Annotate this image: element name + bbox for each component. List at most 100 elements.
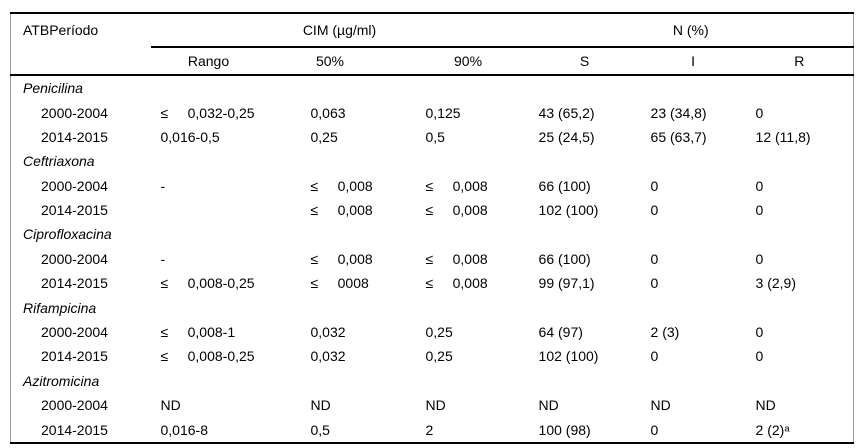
- cell-50pct: 0,25: [310, 128, 338, 145]
- data-row: 2000-2004 ≤ 0,008-1 0,032 0,25 64 (97) 2…: [11, 320, 854, 344]
- cell-period: 2014-2015: [41, 128, 108, 145]
- cell-i: 0: [650, 177, 659, 194]
- drug-group-row-azitromicina: Azitromicina: [11, 369, 854, 393]
- cell-period: 2000-2004: [41, 397, 108, 414]
- cell-rango: 0,016-0,5: [160, 128, 220, 145]
- cell-i: 0: [650, 421, 659, 438]
- data-row: 2014-2015 ≤ 0,008 ≤ 0,008 102 (100) 0 0: [11, 198, 854, 222]
- cell-rango: 0,016-8: [160, 421, 208, 438]
- cell-s: ND: [538, 397, 559, 414]
- header-row-subheaders: Rango 50% 90% S I R: [11, 47, 854, 75]
- cell-50pct: 0,5: [310, 421, 330, 438]
- cell-50pct: ≤ 0,008: [310, 250, 373, 267]
- data-row: 2014-2015 ≤ 0,008-0,25 0,032 0,25 102 (1…: [11, 344, 854, 368]
- subheader-rango: Rango: [187, 52, 230, 69]
- cell-50pct: ≤ 0,008: [310, 177, 373, 194]
- cell-90pct: 0,5: [425, 128, 445, 145]
- cell-r: 0: [755, 202, 764, 219]
- cell-r: 0: [755, 348, 764, 365]
- cell-s: 66 (100): [538, 177, 591, 194]
- cell-r: 0: [755, 250, 764, 267]
- cell-s: 100 (98): [538, 421, 591, 438]
- drug-group-row-ciprofloxacina: Ciprofloxacina: [11, 222, 854, 246]
- cell-i: 2 (3): [650, 324, 680, 341]
- subheader-s: S: [579, 52, 590, 69]
- cell-i: 0: [650, 275, 659, 292]
- drug-name: Ciprofloxacina: [23, 226, 112, 243]
- cell-rango: -: [160, 250, 166, 267]
- atb-susceptibility-table: ATBPeríodo CIM (µg/ml) N (%) Rango 50% 9…: [10, 12, 855, 444]
- spanner-n-pct: N (%): [528, 13, 854, 48]
- cell-90pct: 0,25: [425, 348, 453, 365]
- data-row: 2000-2004 - ≤ 0,008 ≤ 0,008 66 (100) 0 0: [11, 247, 854, 271]
- cell-i: 23 (34,8): [650, 104, 707, 121]
- drug-name: Azitromicina: [23, 372, 100, 389]
- cell-i: ND: [650, 397, 671, 414]
- data-row: 2014-2015 0,016-8 0,5 2 100 (98) 0 2 (2)…: [11, 417, 854, 442]
- cell-i: 65 (63,7): [650, 128, 707, 145]
- cell-i: 0: [650, 348, 659, 365]
- cell-s: 102 (100): [538, 348, 599, 365]
- cell-50pct: 0,063: [310, 104, 346, 121]
- drug-group-row-penicilina: Penicilina: [10, 73, 854, 101]
- cell-90pct: ≤ 0,008: [425, 202, 488, 219]
- cell-90pct: ≤ 0,008: [425, 177, 488, 194]
- cell-period: 2014-2015: [41, 275, 108, 292]
- cell-period: 2014-2015: [41, 348, 108, 365]
- cell-period: 2000-2004: [41, 177, 108, 194]
- cell-rango: ND: [160, 397, 181, 414]
- data-row: 2000-2004 ≤ 0,032-0,25 0,063 0,125 43 (6…: [11, 100, 854, 124]
- spanner-cim: CIM (µg/ml): [150, 13, 529, 48]
- cell-i: 0: [650, 202, 659, 219]
- data-row: 2014-2015 0,016-0,5 0,25 0,5 25 (24,5) 6…: [11, 125, 854, 149]
- data-row: 2000-2004 ND ND ND ND ND ND: [11, 393, 854, 417]
- cell-period: 2014-2015: [41, 202, 108, 219]
- cell-r: 12 (11,8): [755, 128, 811, 145]
- subheader-50pct: 50%: [315, 52, 345, 69]
- cell-i: 0: [650, 250, 659, 267]
- drug-name: Penicilina: [10, 73, 854, 101]
- cell-r: 3 (2,9): [755, 275, 796, 292]
- cell-rango: ≤ 0,008-0,25: [160, 275, 255, 292]
- cell-50pct: 0,032: [310, 348, 346, 365]
- cell-period: 2000-2004: [41, 104, 108, 121]
- data-row: 2014-2015 ≤ 0,008-0,25 ≤ 0008 ≤ 0,008 99…: [11, 271, 854, 295]
- cell-rango: [151, 198, 301, 222]
- cell-period: 2000-2004: [41, 324, 108, 341]
- subheader-90pct: 90%: [454, 52, 483, 69]
- cell-s: 25 (24,5): [538, 128, 595, 145]
- cell-rango: ≤ 0,032-0,25: [160, 104, 255, 121]
- cell-s: 66 (100): [538, 250, 591, 267]
- cell-90pct: ≤ 0,008: [425, 275, 488, 292]
- drug-name: Rifampicina: [23, 299, 97, 316]
- header-row-spanners: ATBPeríodo CIM (µg/ml) N (%): [11, 13, 854, 48]
- cell-r: ND: [755, 397, 776, 414]
- cell-50pct: 0,032: [310, 324, 346, 341]
- cell-r: 2 (2)ᵃ: [755, 421, 790, 438]
- drug-group-row-ceftriaxona: Ceftriaxona: [11, 149, 854, 173]
- cell-90pct: ≤ 0,008: [425, 250, 488, 267]
- cell-r: 0: [755, 177, 764, 194]
- cell-s: 102 (100): [538, 202, 599, 219]
- cell-90pct: ND: [425, 397, 446, 414]
- cell-s: 64 (97): [538, 324, 583, 341]
- drug-group-row-rifampicina: Rifampicina: [11, 296, 854, 320]
- cell-90pct: 0,25: [425, 324, 453, 341]
- cell-50pct: ≤ 0,008: [310, 202, 373, 219]
- cell-rango: ≤ 0,008-0,25: [160, 348, 255, 365]
- cell-s: 43 (65,2): [538, 104, 595, 121]
- cell-rango: ≤ 0,008-1: [160, 324, 236, 341]
- cell-50pct: ≤ 0008: [310, 275, 369, 292]
- cell-r: 0: [755, 324, 764, 341]
- cell-r: 0: [755, 104, 764, 121]
- subheader-r: R: [794, 52, 805, 69]
- cell-90pct: 0,125: [425, 104, 461, 121]
- cell-s: 99 (97,1): [538, 275, 595, 292]
- cell-period: 2000-2004: [41, 250, 108, 267]
- data-row: 2000-2004 - ≤ 0,008 ≤ 0,008 66 (100) 0 0: [11, 174, 854, 198]
- col-header-atb-periodo: ATBPeríodo: [23, 22, 99, 38]
- drug-name: Ceftriaxona: [23, 153, 95, 170]
- cell-50pct: ND: [310, 397, 331, 414]
- subheader-i: I: [691, 52, 695, 69]
